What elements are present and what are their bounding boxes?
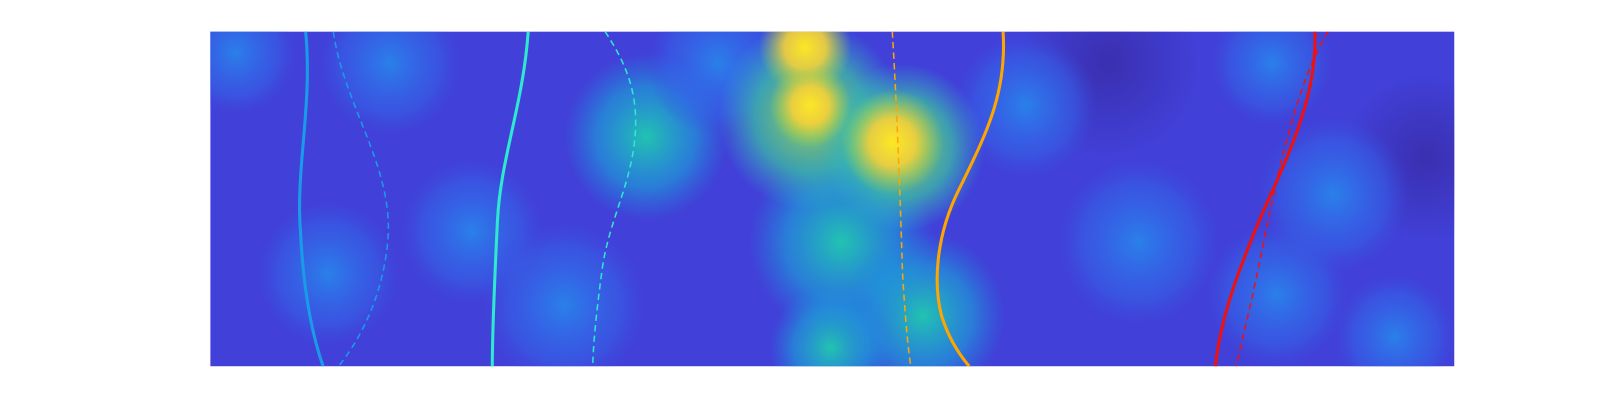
blob <box>256 200 400 348</box>
blob <box>1256 115 1411 274</box>
curve <box>935 31 1006 367</box>
blob <box>1210 31 1334 127</box>
blob <box>769 284 893 367</box>
blob <box>1333 273 1455 367</box>
blob <box>841 89 944 195</box>
curve <box>490 31 530 367</box>
blob <box>482 221 647 367</box>
blob <box>317 31 462 137</box>
blob <box>953 31 1098 179</box>
curve <box>1213 31 1317 367</box>
curve <box>891 31 912 367</box>
blob <box>769 63 852 148</box>
curves <box>298 31 1329 367</box>
blob <box>1056 157 1221 327</box>
curve <box>332 31 390 367</box>
blob <box>210 31 298 116</box>
curve <box>298 31 325 367</box>
curve <box>592 31 637 367</box>
heatmap <box>210 31 1455 367</box>
